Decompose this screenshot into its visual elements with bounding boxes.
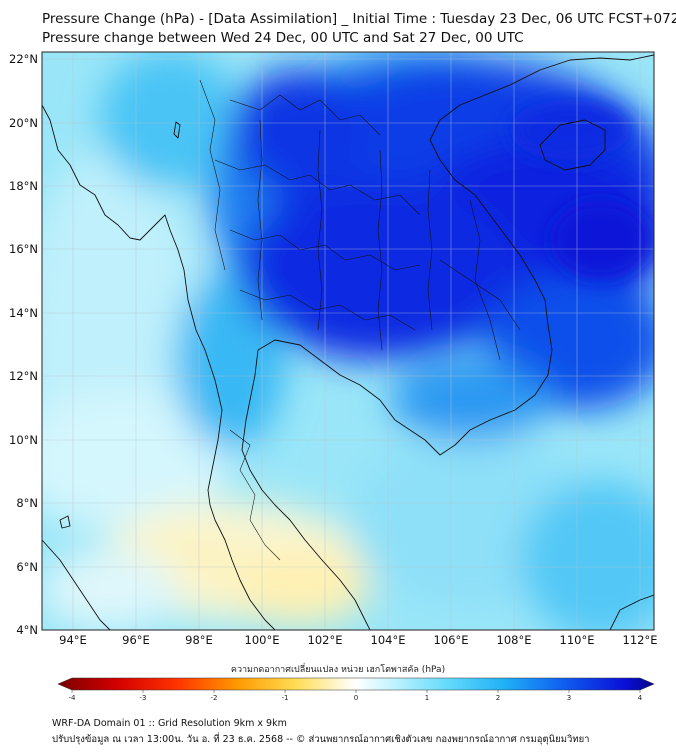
footer-credit: ปรับปรุงข้อมูล ณ เวลา 13:00น. วัน อ. ที่… [52, 734, 590, 745]
lat-label: 8°N [16, 496, 38, 510]
lon-label: 110°E [560, 633, 595, 647]
lon-label: 104°E [371, 633, 406, 647]
lat-label: 14°N [9, 306, 38, 320]
coastlines [42, 54, 654, 630]
lat-label: 4°N [16, 623, 38, 637]
lat-label: 18°N [9, 179, 38, 193]
colorbar-tick: -1 [282, 694, 289, 702]
lon-label: 96°E [122, 633, 150, 647]
lon-label: 106°E [434, 633, 469, 647]
colorbar-tick: -3 [140, 694, 147, 702]
colorbar-tick: 3 [567, 694, 571, 702]
map-title: Pressure Change (hPa) - [Data Assimilati… [42, 11, 676, 27]
colorbar-tick: -4 [69, 694, 77, 702]
map-subtitle: Pressure change between Wed 24 Dec, 00 U… [42, 30, 524, 46]
lat-label: 22°N [9, 52, 38, 66]
colorbar-tick: 2 [496, 694, 500, 702]
lat-label: 6°N [16, 560, 38, 574]
colorbar: -4 -3 -2 -1 0 1 2 3 4 [57, 677, 655, 702]
colorbar-tick: -2 [211, 694, 218, 702]
colorbar-tick: 1 [425, 694, 429, 702]
footer-model-info: WRF-DA Domain 01 :: Grid Resolution 9km … [52, 718, 287, 729]
lon-label: 112°E [623, 633, 658, 647]
lon-label: 100°E [245, 633, 280, 647]
lat-label: 12°N [9, 369, 38, 383]
lon-label: 98°E [185, 633, 213, 647]
colorbar-tick: 4 [638, 694, 643, 702]
lon-label: 94°E [59, 633, 87, 647]
colorbar-tick: 0 [354, 694, 358, 702]
lat-label: 16°N [9, 242, 38, 256]
lon-label: 108°E [497, 633, 532, 647]
lon-label: 102°E [308, 633, 343, 647]
lat-label: 10°N [9, 433, 38, 447]
lat-label: 20°N [9, 116, 38, 130]
admin-borders [199, 79, 521, 561]
pressure-field [42, 52, 654, 630]
colorbar-label: ความกดอากาศเปลี่ยนแปลง หน่วย เฮกโตพาสคัล… [230, 665, 446, 675]
